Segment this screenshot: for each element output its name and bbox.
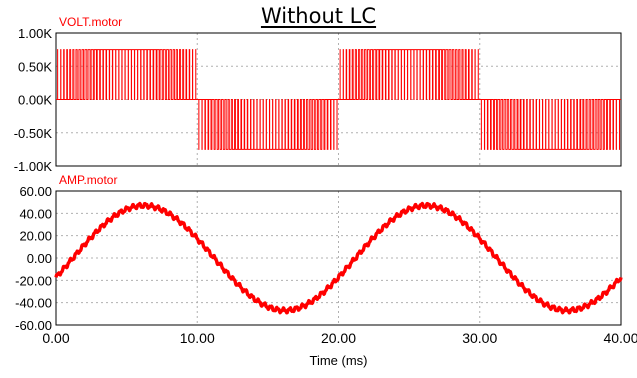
- series-volt-motor: [56, 49, 621, 150]
- x-tick-label: 10.00: [180, 330, 215, 346]
- y-tick-label: -60.00: [15, 318, 52, 333]
- y-tick-label: 1.00K: [18, 26, 52, 41]
- x-tick-label: 0.00: [42, 330, 69, 346]
- series-label: AMP.motor: [59, 173, 117, 187]
- y-tick-label: -0.50K: [14, 126, 53, 141]
- x-tick-label: 30.00: [462, 330, 497, 346]
- y-tick-label: -40.00: [15, 296, 52, 311]
- x-tick-label: 20.00: [321, 330, 356, 346]
- y-tick-label: 0.00K: [18, 93, 52, 108]
- y-tick-label: 0.50K: [18, 59, 52, 74]
- y-tick-label: 0.00: [27, 251, 52, 266]
- y-tick-label: -20.00: [15, 273, 52, 288]
- y-tick-label: 40.00: [19, 206, 52, 221]
- plot-frame: [55, 190, 622, 326]
- x-axis-label: Time (ms): [309, 353, 367, 368]
- x-tick-label: 40.00: [603, 330, 637, 346]
- chart-title: Without LC: [260, 4, 377, 28]
- y-tick-label: 60.00: [19, 184, 52, 199]
- y-tick-label: 20.00: [19, 229, 52, 244]
- series-amp-motor: [54, 201, 623, 315]
- series-label: VOLT.motor: [59, 15, 122, 29]
- y-tick-label: -1.00K: [14, 159, 53, 174]
